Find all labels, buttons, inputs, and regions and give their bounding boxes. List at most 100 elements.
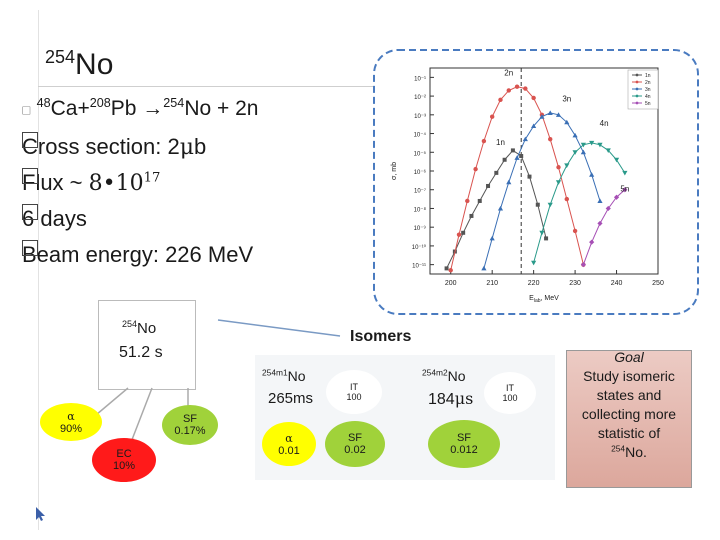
- legend-marker: [635, 94, 639, 98]
- x-tick-label: 210: [486, 280, 498, 287]
- y-tick-label: 10⁻⁵: [414, 150, 427, 157]
- data-point-4n: [597, 142, 603, 148]
- data-point-1n: [510, 148, 515, 153]
- data-point-5n: [613, 194, 620, 200]
- y-tick-label: 10⁻¹: [414, 76, 426, 82]
- series-line-5n: [582, 189, 626, 265]
- data-point-2n: [572, 228, 578, 234]
- data-point-1n: [477, 198, 482, 203]
- ec-decay-badge: EC 10%: [92, 438, 156, 482]
- isomer-m1-halflife: 265ms: [268, 390, 314, 407]
- data-point-1n: [444, 266, 449, 271]
- data-point-2n: [531, 95, 536, 101]
- data-point-4n: [564, 163, 570, 168]
- legend-label: 1n: [645, 73, 651, 79]
- legend-marker: [635, 101, 639, 105]
- x-axis-label: Elab, MeV: [529, 295, 559, 304]
- data-point-3n: [531, 123, 537, 129]
- bullet-cross-section: Cross section: 2μb: [22, 132, 207, 160]
- series-annotation-4n: 4n: [600, 119, 609, 128]
- data-point-4n: [572, 150, 578, 155]
- isomer-m1-it-badge: IT 100: [326, 370, 382, 414]
- x-tick-label: 250: [652, 280, 664, 287]
- series-annotation-3n: 3n: [562, 95, 571, 104]
- data-point-5n: [622, 187, 628, 193]
- legend-marker: [635, 87, 639, 91]
- legend-label: 5n: [645, 101, 651, 107]
- data-point-3n: [589, 172, 595, 177]
- data-point-4n: [539, 230, 545, 236]
- data-point-2n: [456, 232, 462, 237]
- data-point-3n: [572, 132, 578, 138]
- data-point-1n: [469, 213, 474, 218]
- slide-left-rule: [38, 10, 39, 530]
- legend-label: 2n: [645, 80, 651, 86]
- data-point-3n: [580, 149, 586, 155]
- x-axis-label-unit: , MeV: [541, 295, 560, 302]
- isomer-m2-halflife: 184μs: [428, 389, 474, 408]
- y-tick-label: 10⁻⁸: [414, 206, 427, 213]
- data-point-2n: [523, 86, 528, 91]
- data-point-2n: [473, 166, 478, 172]
- data-point-4n: [613, 157, 620, 163]
- chart-plot-area: 10⁻¹ 10⁻² 10⁻³ 10⁻⁴ 10⁻⁵ 10⁻⁶ 10⁻⁷ 10⁻⁸ 10⁻⁹ 10⁻¹…: [391, 67, 664, 304]
- data-point-1n: [486, 183, 491, 188]
- data-point-2n: [556, 165, 561, 170]
- y-tick-label: 10⁻⁴: [414, 132, 427, 139]
- series-annotation-2n: 2n: [504, 68, 513, 77]
- goal-title: Goal: [614, 349, 644, 365]
- isomer-m1-label: 254m1No: [262, 367, 306, 384]
- data-point-3n: [506, 179, 512, 185]
- y-tick-label: 10⁻²: [414, 95, 426, 101]
- series-line-4n: [533, 142, 626, 263]
- y-tick-label: 10⁻⁹: [414, 225, 427, 232]
- data-point-2n: [498, 97, 503, 103]
- data-point-1n: [502, 157, 507, 162]
- x-tick-label: 220: [528, 280, 540, 287]
- data-point-1n: [535, 202, 540, 207]
- series-annotation-5n: 5n: [620, 185, 629, 194]
- isomer-m1-alpha-badge: α 0.01: [262, 422, 316, 466]
- goal-box: Goal Study isomeric states and collectin…: [566, 349, 692, 488]
- y-tick-label: 10⁻¹⁰: [412, 244, 427, 251]
- title-divider: [38, 86, 678, 87]
- data-point-2n: [481, 138, 487, 144]
- data-point-2n: [564, 196, 569, 202]
- series-annotation-1n: 1n: [496, 138, 505, 147]
- isomer-m2-it-badge: IT 100: [484, 372, 536, 414]
- data-point-2n: [465, 198, 470, 204]
- data-point-5n: [597, 220, 603, 227]
- data-point-3n: [522, 136, 528, 142]
- reaction-line: 🗆 48Ca+208Pb →254No + 2n: [22, 96, 259, 120]
- x-tick-label: 240: [611, 280, 623, 287]
- y-axis-label: σ, mb: [391, 162, 398, 180]
- data-point-5n: [589, 239, 595, 245]
- data-point-2n: [514, 84, 520, 89]
- y-tick-label: 10⁻⁶: [414, 169, 427, 176]
- data-point-4n: [580, 142, 586, 148]
- data-point-4n: [547, 202, 553, 208]
- data-point-2n: [548, 136, 553, 142]
- data-point-3n: [497, 205, 504, 211]
- data-point-4n: [555, 180, 562, 185]
- y-tick-label: 10⁻⁷: [414, 188, 426, 195]
- data-point-1n: [527, 174, 532, 179]
- x-tick-label: 230: [569, 280, 581, 287]
- x-tick-label: 200: [445, 280, 457, 287]
- data-point-1n: [519, 154, 524, 159]
- data-point-3n: [547, 110, 553, 115]
- legend-label: 4n: [645, 94, 651, 100]
- parent-nucleus-box: [98, 300, 196, 390]
- data-point-1n: [494, 170, 499, 175]
- data-point-3n: [489, 235, 495, 241]
- x-axis-label-sub: lab: [534, 298, 541, 304]
- isomer-m2-label: 254m2No: [422, 367, 466, 384]
- data-point-4n: [531, 260, 537, 266]
- data-point-2n: [448, 268, 453, 273]
- parent-halflife: 51.2 s: [119, 344, 163, 361]
- data-point-4n: [589, 140, 595, 146]
- slide-title: 254No: [45, 47, 114, 81]
- chart-frame: [373, 49, 699, 315]
- parent-nucleus-label: 254No: [122, 319, 157, 338]
- data-point-3n: [555, 112, 562, 117]
